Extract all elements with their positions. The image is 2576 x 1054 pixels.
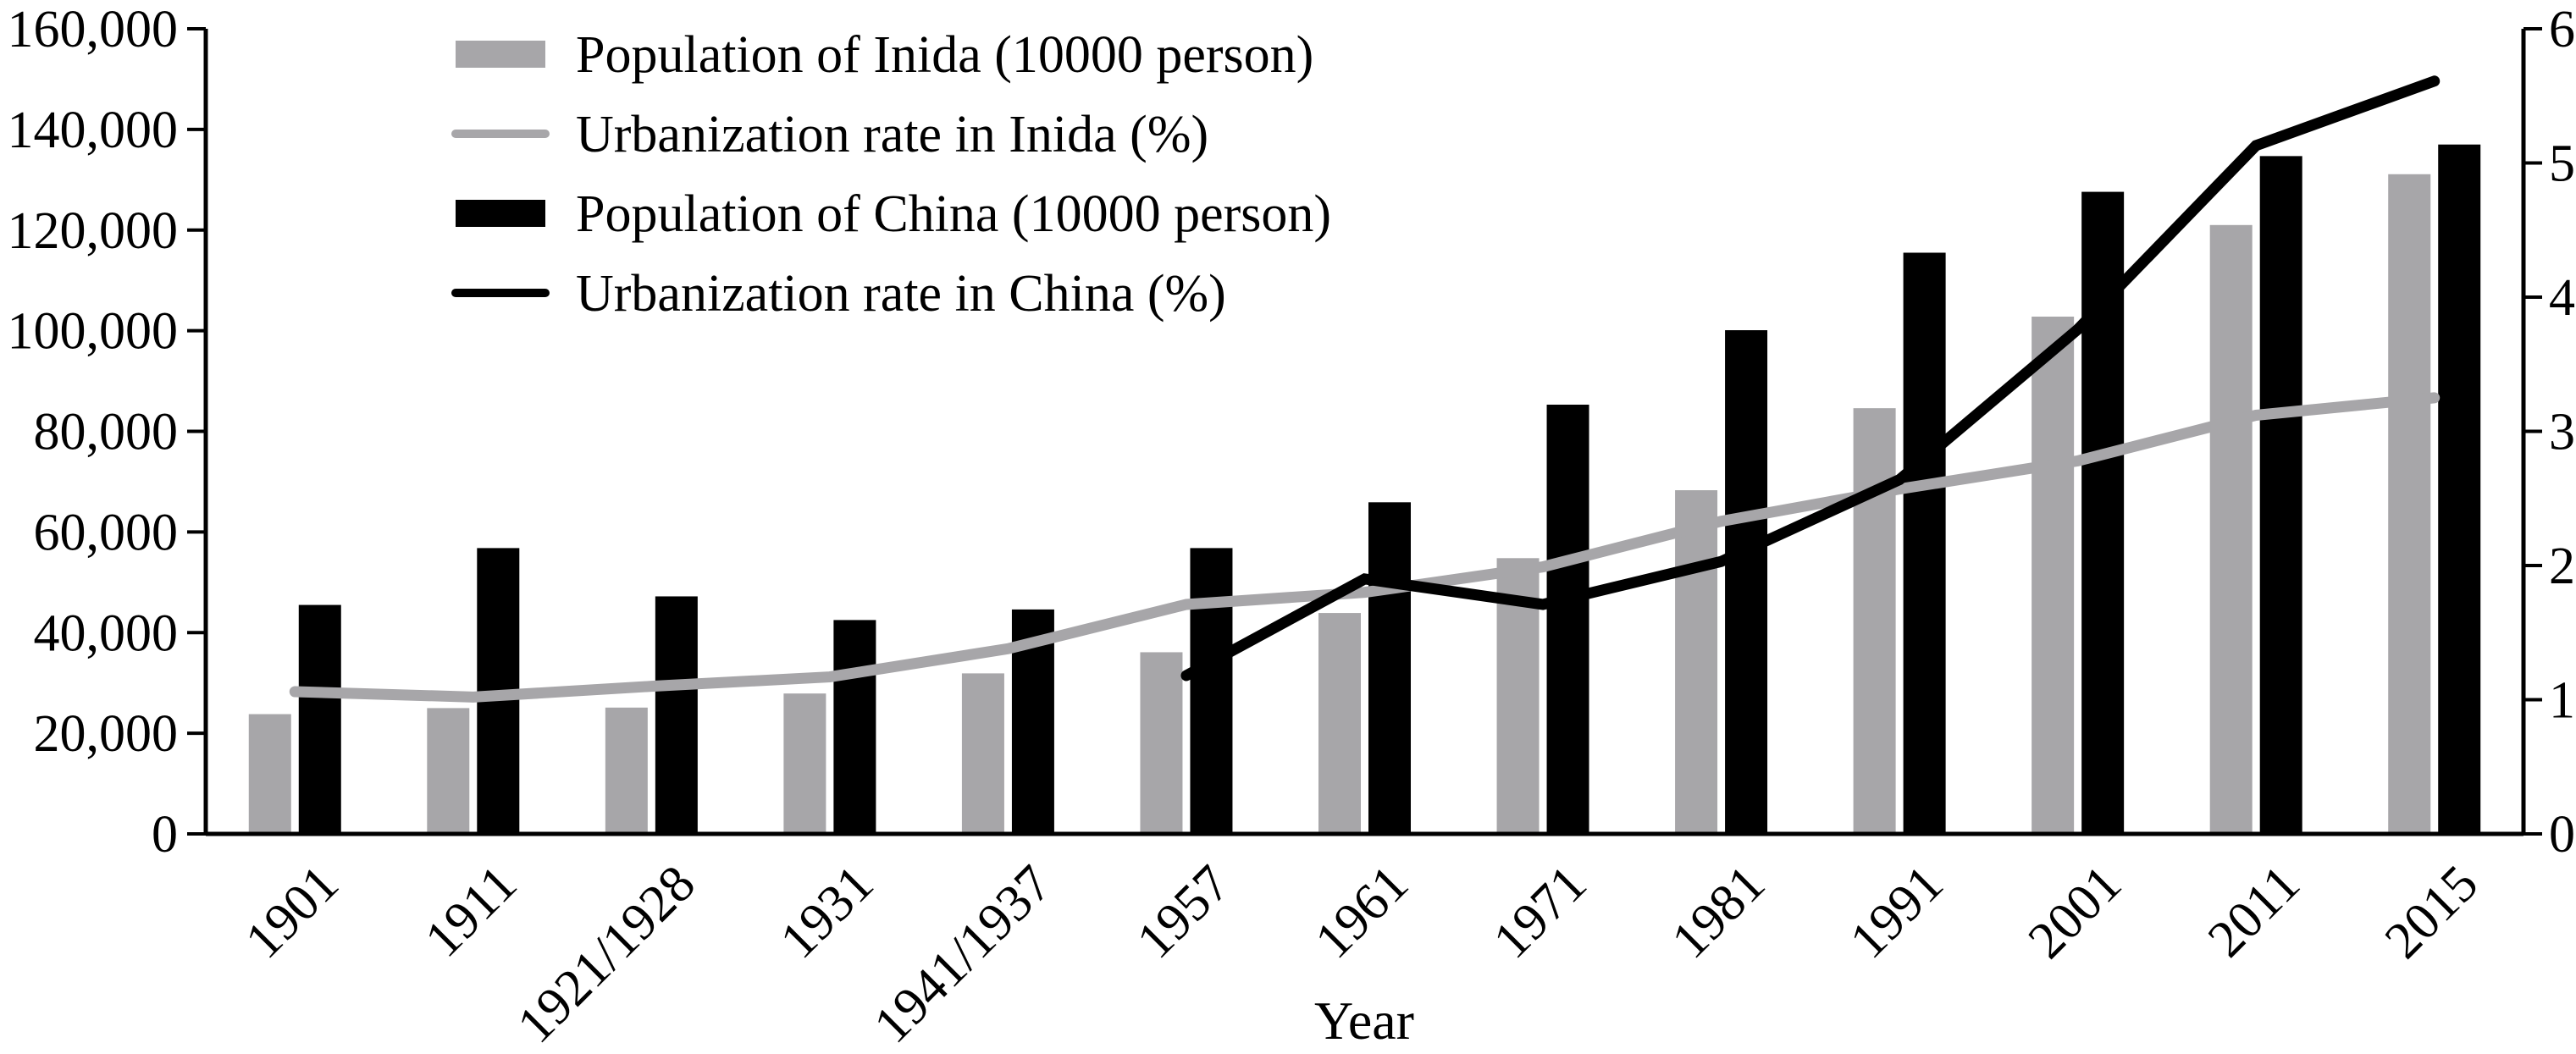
bars-layer	[248, 144, 2481, 835]
bar-population-india-3	[783, 693, 826, 834]
legend-label-china-bar: Population of China (10000 person)	[576, 185, 1331, 243]
x-tick-label: 1957	[1126, 855, 1241, 970]
left-y-tick-label: 100,000	[8, 303, 179, 361]
x-tick-label: 1941/1937	[863, 855, 1063, 1054]
bar-population-india-0	[248, 714, 291, 834]
bar-population-india-1	[427, 708, 470, 834]
x-tick-label: 1921/1928	[506, 855, 706, 1054]
line-urbanization-india	[289, 392, 2441, 703]
bar-population-india-6	[1318, 613, 1361, 834]
bar-population-china-5	[1190, 548, 1233, 834]
legend-label-india-bar: Population of Inida (10000 person)	[576, 26, 1313, 84]
legend-label-india-line: Urbanization rate in Inida (%)	[576, 106, 1208, 163]
right-y-tick-label: 60	[2549, 1, 2576, 58]
bar-population-india-11	[2209, 224, 2253, 834]
x-tick-label: 2011	[2197, 855, 2311, 968]
right-y-tick-label: 0	[2549, 806, 2575, 864]
right-y-tick-label: 30	[2549, 404, 2576, 461]
right-y-tick-label: 10	[2549, 672, 2576, 730]
bar-population-india-8	[1675, 490, 1718, 834]
bar-population-china-7	[1546, 404, 1589, 834]
bar-population-india-12	[2388, 174, 2431, 835]
left-y-tick-label: 40,000	[34, 604, 179, 662]
right-y-tick-label: 50	[2549, 135, 2576, 193]
left-y-tick-label: 20,000	[34, 705, 179, 763]
x-tick-label: 2001	[2017, 855, 2132, 970]
x-tick-label: 2015	[2374, 855, 2490, 970]
legend: Population of Inida (10000 person) Urbani…	[451, 26, 1331, 323]
bar-population-china-6	[1368, 502, 1411, 834]
bar-population-india-5	[1140, 652, 1183, 834]
x-tick-label: 1971	[1483, 855, 1598, 970]
x-tick-label: 1901	[235, 855, 350, 970]
right-y-tick-label: 40	[2549, 269, 2576, 327]
bar-population-china-3	[833, 620, 876, 834]
x-axis-title: Year	[1314, 991, 1414, 1051]
x-tick-label: 1911	[414, 855, 528, 968]
bar-population-china-0	[298, 604, 341, 834]
bar-population-china-11	[2259, 156, 2302, 834]
x-tick-label: 1981	[1661, 855, 1776, 970]
bar-population-china-9	[1903, 252, 1946, 834]
line-urbanization-china	[1180, 75, 2441, 682]
left-y-tick-label: 0	[152, 806, 178, 864]
lines-layer	[289, 75, 2441, 703]
bar-population-china-12	[2438, 144, 2481, 835]
bar-population-india-10	[2032, 316, 2075, 834]
bar-population-india-9	[1853, 408, 1896, 834]
left-y-tick-label: 80,000	[34, 404, 179, 461]
legend-swatch-india-bar	[456, 41, 545, 68]
x-tick-label: 1961	[1304, 855, 1419, 970]
bar-population-india-4	[961, 673, 1004, 834]
legend-label-china-line: Urbanization rate in China (%)	[576, 265, 1226, 323]
legend-swatch-china-bar	[456, 200, 545, 227]
x-tick-label: 1931	[770, 855, 885, 970]
left-y-tick-label: 160,000	[8, 1, 179, 58]
bar-population-china-8	[1725, 330, 1768, 834]
left-y-tick-label: 60,000	[34, 504, 179, 561]
bar-population-india-2	[605, 707, 648, 834]
axes-layer: 0 20,000 40,000 60,000 80,000 100,000 120,000 1…	[8, 1, 2576, 1054]
left-y-tick-label: 120,000	[8, 202, 179, 260]
right-y-tick-label: 20	[2549, 538, 2576, 595]
x-tick-label: 1991	[1839, 855, 1954, 970]
bar-population-china-2	[655, 596, 698, 834]
left-y-tick-label: 140,000	[8, 102, 179, 159]
